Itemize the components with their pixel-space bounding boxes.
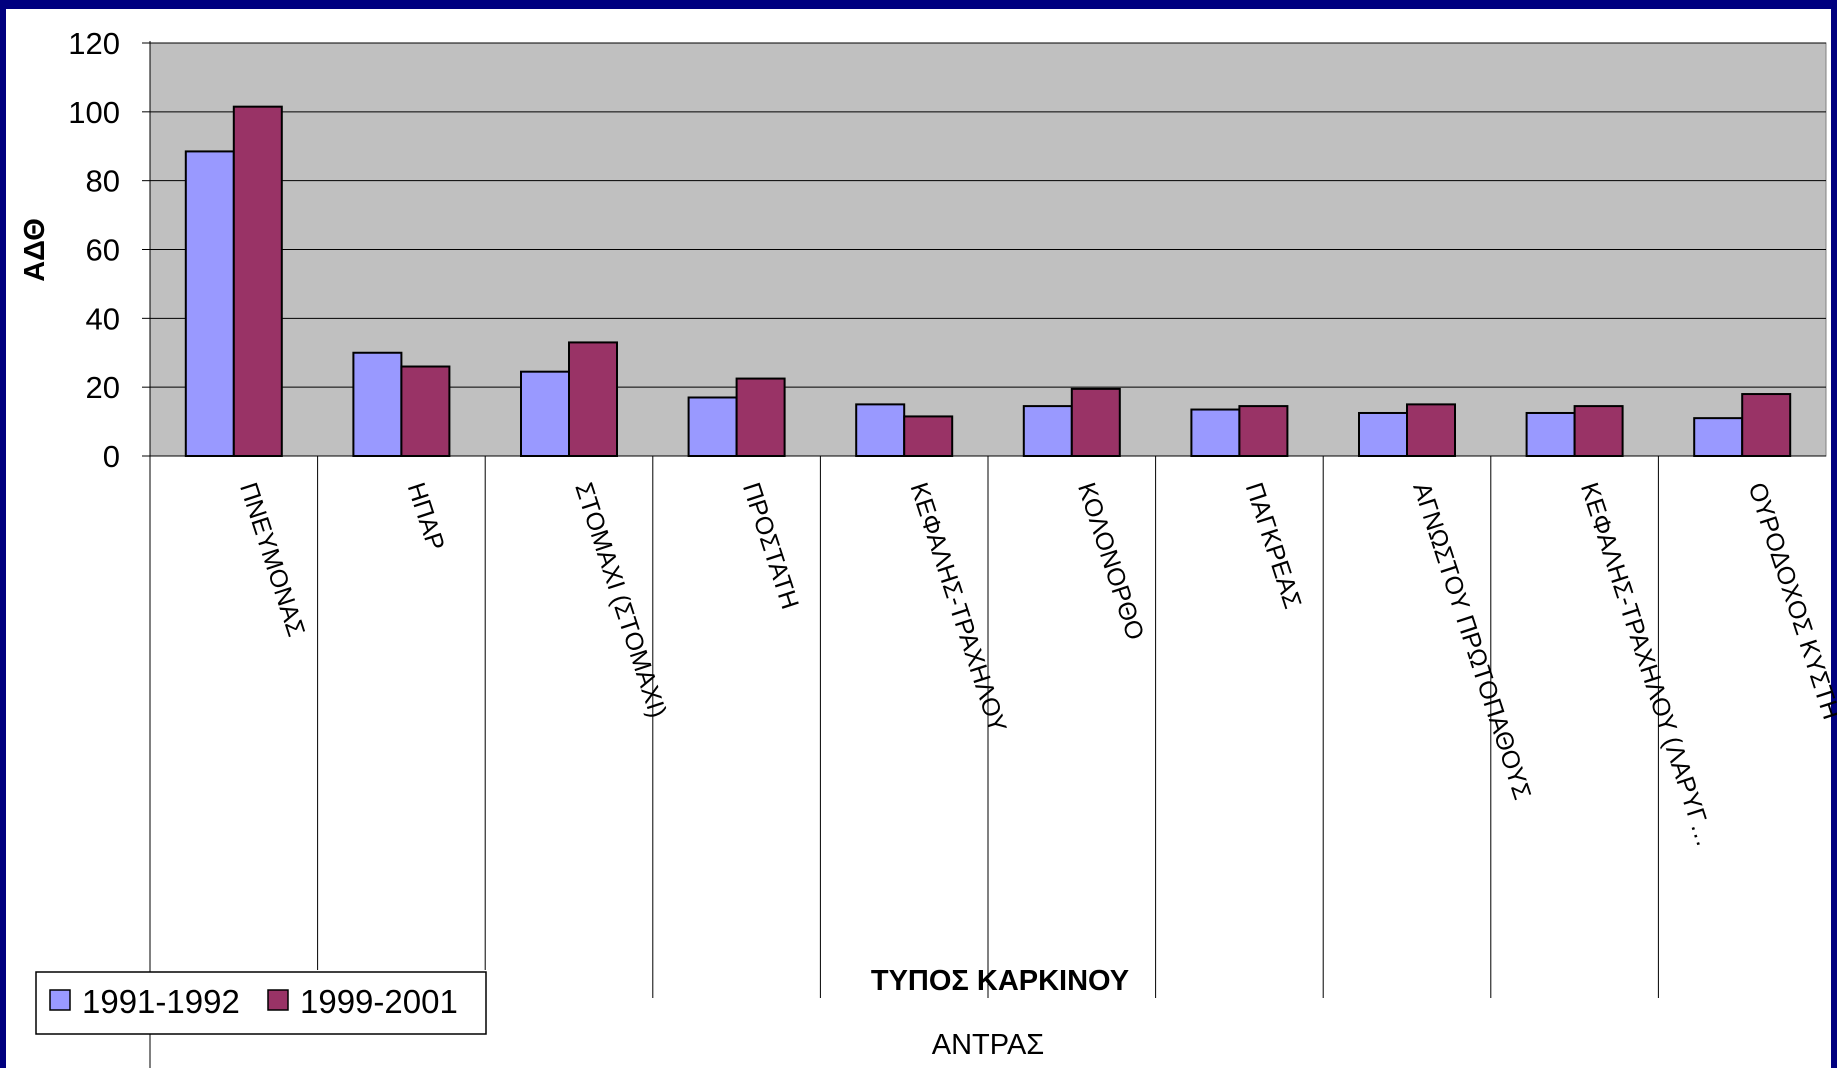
bar-1999-2001-5 — [1070, 387, 1121, 458]
bar-1991-1992-3 — [687, 396, 738, 458]
bar-1991-1992-8 — [1525, 411, 1576, 457]
bar-1991-1992-0 — [184, 150, 235, 457]
y-tick-labels: 0 20 40 60 80 100 120 — [68, 26, 120, 474]
legend-label-1991-1992: 1991-1992 — [82, 983, 240, 1020]
bar-1999-2001-8 — [1573, 405, 1624, 457]
bar-1991-1992-6 — [1190, 408, 1241, 458]
bar-1999-2001-2 — [568, 341, 618, 457]
bar-1991-1992-2 — [520, 370, 570, 457]
chart-sublabel: ΑΝΤΡΑΣ — [932, 1029, 1044, 1061]
y-tick-label: 60 — [86, 233, 120, 268]
bar-1999-2001-3 — [735, 377, 786, 457]
y-tick-label: 20 — [86, 370, 120, 405]
bar-1991-1992-7 — [1358, 411, 1408, 457]
legend-swatch-1999-2001 — [267, 989, 289, 1011]
bar-1991-1992-5 — [1022, 405, 1073, 457]
bars — [184, 105, 1792, 458]
gridlines — [150, 42, 1826, 388]
bar-1991-1992-9 — [1693, 417, 1744, 457]
bar-1999-2001-4 — [903, 415, 954, 458]
legend-label-1999-2001: 1999-2001 — [300, 983, 458, 1020]
legend-box — [35, 971, 487, 1035]
bar-1991-1992-1 — [352, 351, 403, 457]
y-tick-label: 100 — [68, 95, 120, 130]
y-tick-label: 0 — [103, 439, 120, 474]
bar-1991-1992-4 — [855, 403, 906, 457]
bar-1999-2001-6 — [1238, 405, 1289, 457]
bar-1999-2001-7 — [1406, 403, 1456, 457]
x-axis-title: ΤΥΠΟΣ ΚΑΡΚΙΝΟΥ — [871, 965, 1129, 997]
axes — [142, 41, 1826, 1068]
y-tick-label: 120 — [68, 26, 120, 61]
y-tick-label: 80 — [86, 164, 120, 199]
bar-1999-2001-9 — [1741, 393, 1792, 457]
legend-swatch-1991-1992 — [49, 989, 71, 1011]
y-axis-title: ΑΔΘ — [19, 218, 51, 282]
bar-1999-2001-1 — [400, 365, 451, 457]
bar-1999-2001-0 — [232, 105, 283, 457]
legend: 1991-1992 1999-2001 — [35, 971, 487, 1035]
y-tick-label: 40 — [86, 301, 120, 336]
